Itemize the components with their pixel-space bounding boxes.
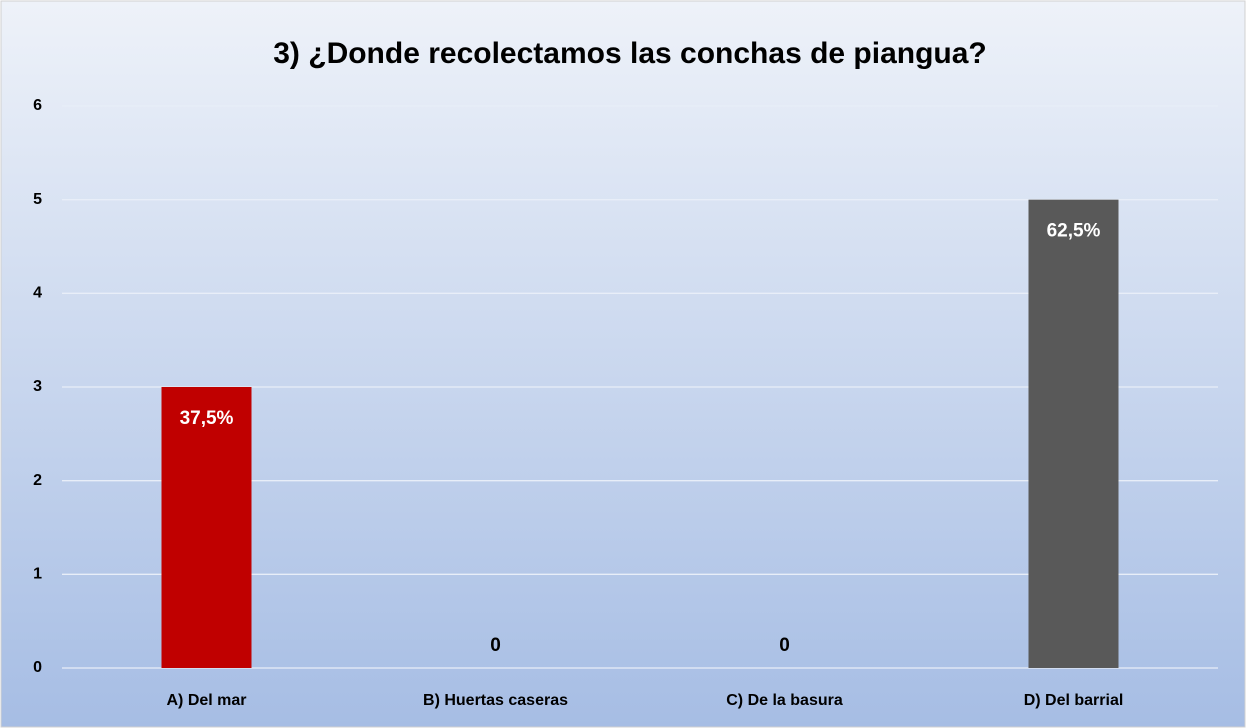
y-tick-label: 0 <box>33 659 42 676</box>
bar <box>1028 199 1119 668</box>
bar <box>161 387 252 668</box>
x-tick-label: D) Del barrial <box>1024 692 1124 709</box>
data-label: 62,5% <box>1047 221 1101 242</box>
data-label: 37,5% <box>180 408 234 429</box>
y-tick-label: 6 <box>33 97 42 114</box>
y-tick-label: 5 <box>33 191 42 208</box>
y-tick-label: 2 <box>33 472 42 489</box>
data-label: 0 <box>779 635 790 656</box>
x-tick-label: B) Huertas caseras <box>423 692 568 709</box>
chart-title: 3) ¿Donde recolectamos las conchas de pi… <box>273 37 987 70</box>
y-tick-label: 4 <box>33 285 42 302</box>
data-label: 0 <box>490 635 501 656</box>
x-tick-label: C) De la basura <box>726 692 843 709</box>
x-tick-label: A) Del mar <box>166 692 246 709</box>
y-tick-label: 1 <box>33 566 42 583</box>
y-tick-label: 3 <box>33 378 42 395</box>
